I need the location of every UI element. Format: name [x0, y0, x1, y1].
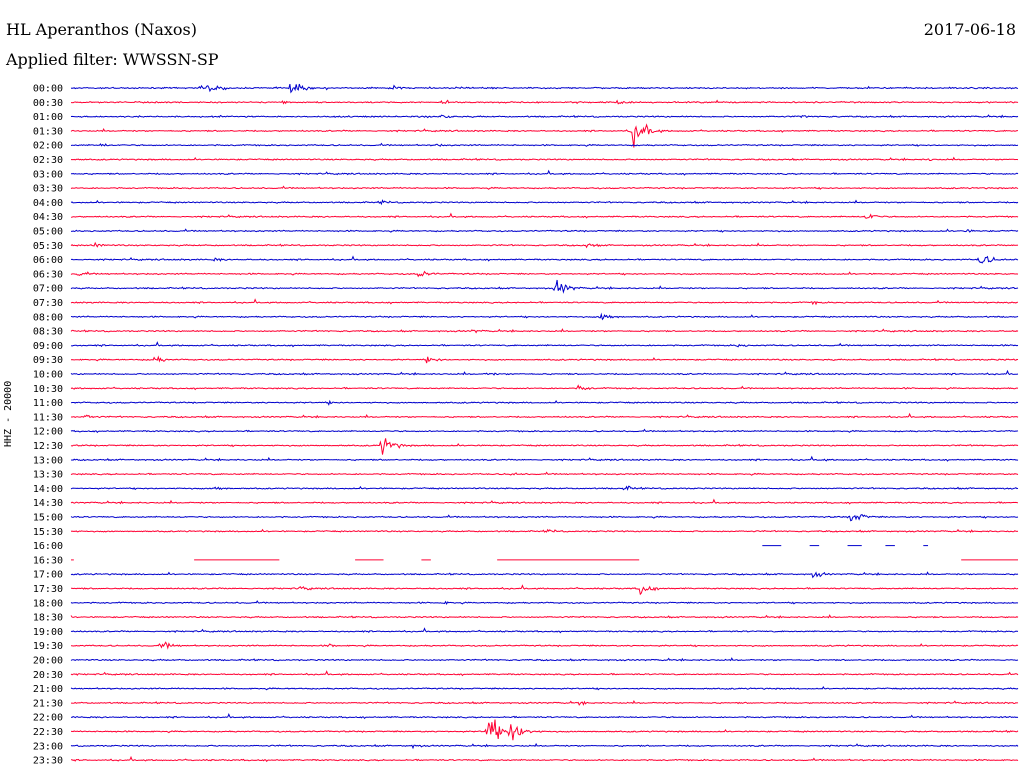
trace-1	[71, 99, 1019, 105]
trace-43	[71, 699, 1019, 706]
row-label-1: 00:30	[33, 98, 63, 109]
trace-37	[70, 614, 1019, 619]
row-label-13: 06:30	[33, 269, 63, 280]
row-label-8: 04:00	[33, 198, 63, 209]
row-label-18: 09:00	[33, 341, 63, 352]
row-label-3: 01:30	[33, 126, 63, 137]
trace-22	[70, 399, 1019, 406]
trace-35	[70, 584, 1019, 596]
row-label-29: 14:30	[33, 498, 63, 509]
row-label-0: 00:00	[33, 84, 63, 95]
trace-44	[70, 712, 1019, 720]
row-label-37: 18:30	[33, 613, 63, 624]
row-label-47: 23:30	[33, 756, 63, 767]
row-label-10: 05:00	[33, 227, 63, 238]
row-label-21: 10:30	[33, 384, 63, 395]
trace-23	[70, 412, 1019, 419]
trace-11	[70, 241, 1019, 249]
row-label-46: 23:00	[33, 741, 63, 752]
row-label-23: 11:30	[33, 412, 63, 423]
row-label-43: 21:30	[33, 698, 63, 709]
trace-8	[70, 199, 1019, 206]
trace-42	[70, 686, 1019, 691]
row-label-38: 19:00	[33, 627, 63, 638]
record-date: 2017-06-18	[923, 20, 1016, 39]
row-label-16: 08:00	[33, 312, 63, 323]
trace-20	[70, 369, 1019, 376]
row-label-12: 06:00	[33, 255, 63, 266]
row-label-34: 17:00	[33, 570, 63, 581]
row-label-30: 15:00	[33, 513, 63, 524]
trace-45	[71, 719, 1019, 741]
trace-47	[71, 755, 1019, 763]
row-label-28: 14:00	[33, 484, 63, 495]
row-label-7: 03:30	[33, 184, 63, 195]
row-label-15: 07:30	[33, 298, 63, 309]
trace-24	[70, 428, 1019, 434]
trace-31	[70, 528, 1019, 533]
trace-4	[70, 142, 1019, 147]
trace-25	[70, 438, 1019, 455]
trace-6	[70, 169, 1019, 176]
trace-0	[70, 83, 1019, 94]
trace-17	[70, 328, 1019, 334]
row-label-32: 16:00	[33, 541, 63, 552]
row-label-41: 20:30	[33, 670, 63, 681]
trace-36	[70, 600, 1019, 605]
row-label-44: 22:00	[33, 713, 63, 724]
trace-34	[70, 571, 1019, 579]
trace-30	[70, 514, 1019, 522]
trace-21	[70, 384, 1019, 391]
trace-2	[70, 114, 1019, 119]
trace-10	[70, 228, 1019, 233]
trace-7	[70, 185, 1019, 190]
row-label-20: 10:00	[33, 370, 63, 381]
row-label-22: 11:00	[33, 398, 63, 409]
row-label-6: 03:00	[33, 169, 63, 180]
row-label-36: 18:00	[33, 598, 63, 609]
trace-38	[70, 627, 1019, 634]
row-label-26: 13:00	[33, 455, 63, 466]
trace-29	[70, 498, 1019, 505]
trace-18	[70, 341, 1019, 348]
row-label-4: 02:00	[33, 141, 63, 152]
trace-5	[70, 156, 1019, 162]
row-label-31: 15:30	[33, 527, 63, 538]
row-label-39: 19:30	[33, 641, 63, 652]
trace-14	[70, 279, 1019, 294]
row-label-14: 07:00	[33, 284, 63, 295]
trace-40	[70, 657, 1019, 662]
trace-15	[70, 298, 1019, 306]
row-label-24: 12:00	[33, 427, 63, 438]
row-label-19: 09:30	[33, 355, 63, 366]
row-label-35: 17:30	[33, 584, 63, 595]
trace-13	[70, 270, 1019, 278]
trace-19	[70, 355, 1019, 364]
trace-26	[70, 455, 1019, 462]
trace-28	[70, 485, 1019, 491]
row-label-17: 08:30	[33, 327, 63, 338]
row-label-40: 20:00	[33, 656, 63, 667]
trace-39	[70, 641, 1019, 650]
filter-label: Applied filter: WWSSN-SP	[6, 50, 219, 69]
station-title: HL Aperanthos (Naxos)	[6, 20, 197, 39]
trace-27	[70, 471, 1019, 476]
row-label-42: 21:00	[33, 684, 63, 695]
trace-16	[70, 312, 1019, 321]
row-label-27: 13:30	[33, 470, 63, 481]
row-label-45: 22:30	[33, 727, 63, 738]
row-label-5: 02:30	[33, 155, 63, 166]
row-label-33: 16:30	[33, 555, 63, 566]
trace-9	[70, 212, 1019, 219]
row-label-9: 04:30	[33, 212, 63, 223]
row-label-25: 12:30	[33, 441, 63, 452]
row-label-2: 01:00	[33, 112, 63, 123]
trace-12	[70, 255, 1019, 264]
trace-3	[70, 123, 1018, 148]
trace-46	[70, 742, 1019, 750]
row-label-11: 05:30	[33, 241, 63, 252]
trace-41	[70, 670, 1019, 677]
